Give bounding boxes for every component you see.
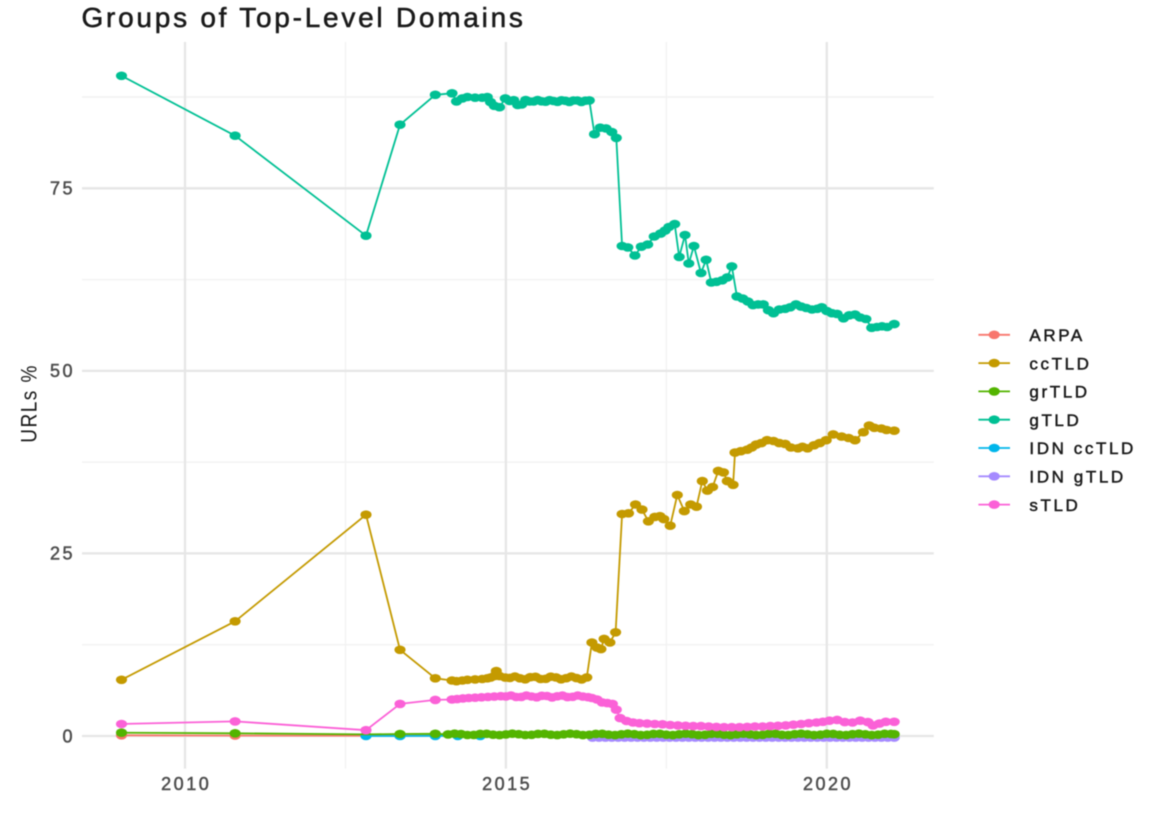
svg-text:25: 25 <box>50 544 75 564</box>
svg-text:0: 0 <box>62 726 75 746</box>
svg-text:2020: 2020 <box>803 774 853 794</box>
svg-text:2015: 2015 <box>482 774 532 794</box>
svg-text:sTLD: sTLD <box>1029 496 1080 515</box>
svg-text:gTLD: gTLD <box>1029 411 1081 430</box>
svg-text:URLs %: URLs % <box>17 364 42 443</box>
svg-text:IDN gTLD: IDN gTLD <box>1029 468 1125 487</box>
svg-text:IDN ccTLD: IDN ccTLD <box>1029 439 1136 458</box>
svg-text:grTLD: grTLD <box>1029 383 1089 402</box>
svg-text:2010: 2010 <box>161 774 211 794</box>
svg-text:75: 75 <box>50 179 75 199</box>
svg-text:Groups of Top-Level Domains: Groups of Top-Level Domains <box>82 2 526 33</box>
svg-text:ARPA: ARPA <box>1029 326 1084 345</box>
svg-text:50: 50 <box>50 361 75 381</box>
svg-text:ccTLD: ccTLD <box>1029 354 1091 373</box>
